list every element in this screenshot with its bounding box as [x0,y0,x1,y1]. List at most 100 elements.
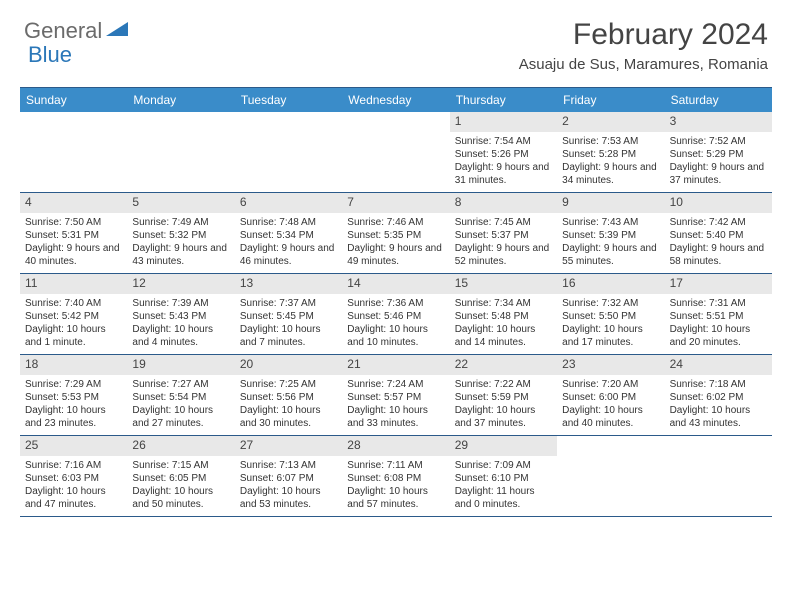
daylight-line: Daylight: 10 hours and 4 minutes. [132,323,229,349]
sunrise-line: Sunrise: 7:32 AM [562,297,659,310]
day-cell-empty [235,112,342,192]
day-cell: 28Sunrise: 7:11 AMSunset: 6:08 PMDayligh… [342,436,449,516]
day-cell: 27Sunrise: 7:13 AMSunset: 6:07 PMDayligh… [235,436,342,516]
sunrise-line: Sunrise: 7:18 AM [670,378,767,391]
daylight-line: Daylight: 9 hours and 52 minutes. [455,242,552,268]
daylight-line: Daylight: 10 hours and 30 minutes. [240,404,337,430]
day-number: 24 [665,355,772,375]
sunset-line: Sunset: 6:10 PM [455,472,552,485]
header: General February 2024 Asuaju de Sus, Mar… [0,0,792,81]
day-cell: 3Sunrise: 7:52 AMSunset: 5:29 PMDaylight… [665,112,772,192]
sunrise-line: Sunrise: 7:29 AM [25,378,122,391]
sunrise-line: Sunrise: 7:37 AM [240,297,337,310]
day-cell: 8Sunrise: 7:45 AMSunset: 5:37 PMDaylight… [450,193,557,273]
day-cell: 11Sunrise: 7:40 AMSunset: 5:42 PMDayligh… [20,274,127,354]
sunset-line: Sunset: 5:26 PM [455,148,552,161]
location: Asuaju de Sus, Maramures, Romania [519,56,768,73]
day-cell: 20Sunrise: 7:25 AMSunset: 5:56 PMDayligh… [235,355,342,435]
daylight-line: Daylight: 10 hours and 23 minutes. [25,404,122,430]
week-row: 18Sunrise: 7:29 AMSunset: 5:53 PMDayligh… [20,355,772,436]
dow-sunday: Sunday [20,88,127,112]
logo-text-general: General [24,18,102,44]
daylight-line: Daylight: 10 hours and 1 minute. [25,323,122,349]
day-number: 14 [342,274,449,294]
daylight-line: Daylight: 10 hours and 27 minutes. [132,404,229,430]
sunset-line: Sunset: 5:29 PM [670,148,767,161]
day-number: 22 [450,355,557,375]
sunset-line: Sunset: 6:08 PM [347,472,444,485]
day-cell: 6Sunrise: 7:48 AMSunset: 5:34 PMDaylight… [235,193,342,273]
day-number: 25 [20,436,127,456]
sunrise-line: Sunrise: 7:48 AM [240,216,337,229]
sunset-line: Sunset: 5:39 PM [562,229,659,242]
sunrise-line: Sunrise: 7:31 AM [670,297,767,310]
dow-wednesday: Wednesday [342,88,449,112]
daylight-line: Daylight: 10 hours and 57 minutes. [347,485,444,511]
sunset-line: Sunset: 6:02 PM [670,391,767,404]
day-number: 29 [450,436,557,456]
daylight-line: Daylight: 9 hours and 55 minutes. [562,242,659,268]
day-cell: 9Sunrise: 7:43 AMSunset: 5:39 PMDaylight… [557,193,664,273]
day-number: 11 [20,274,127,294]
sunrise-line: Sunrise: 7:13 AM [240,459,337,472]
dow-tuesday: Tuesday [235,88,342,112]
daylight-line: Daylight: 10 hours and 40 minutes. [562,404,659,430]
day-number: 19 [127,355,234,375]
day-number: 13 [235,274,342,294]
day-cell: 10Sunrise: 7:42 AMSunset: 5:40 PMDayligh… [665,193,772,273]
sunset-line: Sunset: 5:48 PM [455,310,552,323]
dow-friday: Friday [557,88,664,112]
sunset-line: Sunset: 5:57 PM [347,391,444,404]
day-number: 8 [450,193,557,213]
dow-row: SundayMondayTuesdayWednesdayThursdayFrid… [20,88,772,112]
day-number: 4 [20,193,127,213]
day-cell: 19 Sunrise: 7:27 AMSunset: 5:54 PMDayligh… [127,355,234,435]
day-number: 5 [127,193,234,213]
daylight-line: Daylight: 9 hours and 43 minutes. [132,242,229,268]
sunset-line: Sunset: 5:54 PM [132,391,229,404]
day-cell: 5Sunrise: 7:49 AMSunset: 5:32 PMDaylight… [127,193,234,273]
dow-saturday: Saturday [665,88,772,112]
weeks-container: 1Sunrise: 7:54 AMSunset: 5:26 PMDaylight… [20,112,772,517]
day-cell: 7 Sunrise: 7:46 AMSunset: 5:35 PMDaylight… [342,193,449,273]
daylight-line: Daylight: 9 hours and 49 minutes. [347,242,444,268]
sunrise-line: Sunrise: 7:52 AM [670,135,767,148]
daylight-line: Daylight: 10 hours and 10 minutes. [347,323,444,349]
sunrise-line: Sunrise: 7:24 AM [347,378,444,391]
sunrise-line: Sunrise: 7:46 AM [347,216,444,229]
sunset-line: Sunset: 5:28 PM [562,148,659,161]
daylight-line: Daylight: 9 hours and 40 minutes. [25,242,122,268]
sunset-line: Sunset: 5:46 PM [347,310,444,323]
day-cell: 29Sunrise: 7:09 AMSunset: 6:10 PMDayligh… [450,436,557,516]
sunset-line: Sunset: 5:45 PM [240,310,337,323]
sunrise-line: Sunrise: 7:25 AM [240,378,337,391]
daylight-line: Daylight: 9 hours and 34 minutes. [562,161,659,187]
daylight-line: Daylight: 10 hours and 14 minutes. [455,323,552,349]
sunset-line: Sunset: 6:00 PM [562,391,659,404]
sunrise-line: Sunrise: 7:45 AM [455,216,552,229]
day-number: 17 [665,274,772,294]
sunset-line: Sunset: 5:53 PM [25,391,122,404]
calendar: SundayMondayTuesdayWednesdayThursdayFrid… [20,87,772,517]
sunset-line: Sunset: 5:56 PM [240,391,337,404]
sunset-line: Sunset: 5:50 PM [562,310,659,323]
day-cell: 18Sunrise: 7:29 AMSunset: 5:53 PMDayligh… [20,355,127,435]
sunset-line: Sunset: 5:35 PM [347,229,444,242]
daylight-line: Daylight: 10 hours and 53 minutes. [240,485,337,511]
dow-monday: Monday [127,88,234,112]
daylight-line: Daylight: 10 hours and 37 minutes. [455,404,552,430]
day-cell: 16Sunrise: 7:32 AMSunset: 5:50 PMDayligh… [557,274,664,354]
day-number: 27 [235,436,342,456]
logo: General [24,18,130,44]
logo-triangle-icon [106,20,128,43]
day-number: 3 [665,112,772,132]
day-number: 28 [342,436,449,456]
daylight-line: Daylight: 11 hours and 0 minutes. [455,485,552,511]
sunrise-line: Sunrise: 7:27 AM [132,378,229,391]
day-number: 7 [342,193,449,213]
sunrise-line: Sunrise: 7:53 AM [562,135,659,148]
daylight-line: Daylight: 9 hours and 46 minutes. [240,242,337,268]
daylight-line: Daylight: 9 hours and 58 minutes. [670,242,767,268]
week-row: 1Sunrise: 7:54 AMSunset: 5:26 PMDaylight… [20,112,772,193]
day-number: 1 [450,112,557,132]
